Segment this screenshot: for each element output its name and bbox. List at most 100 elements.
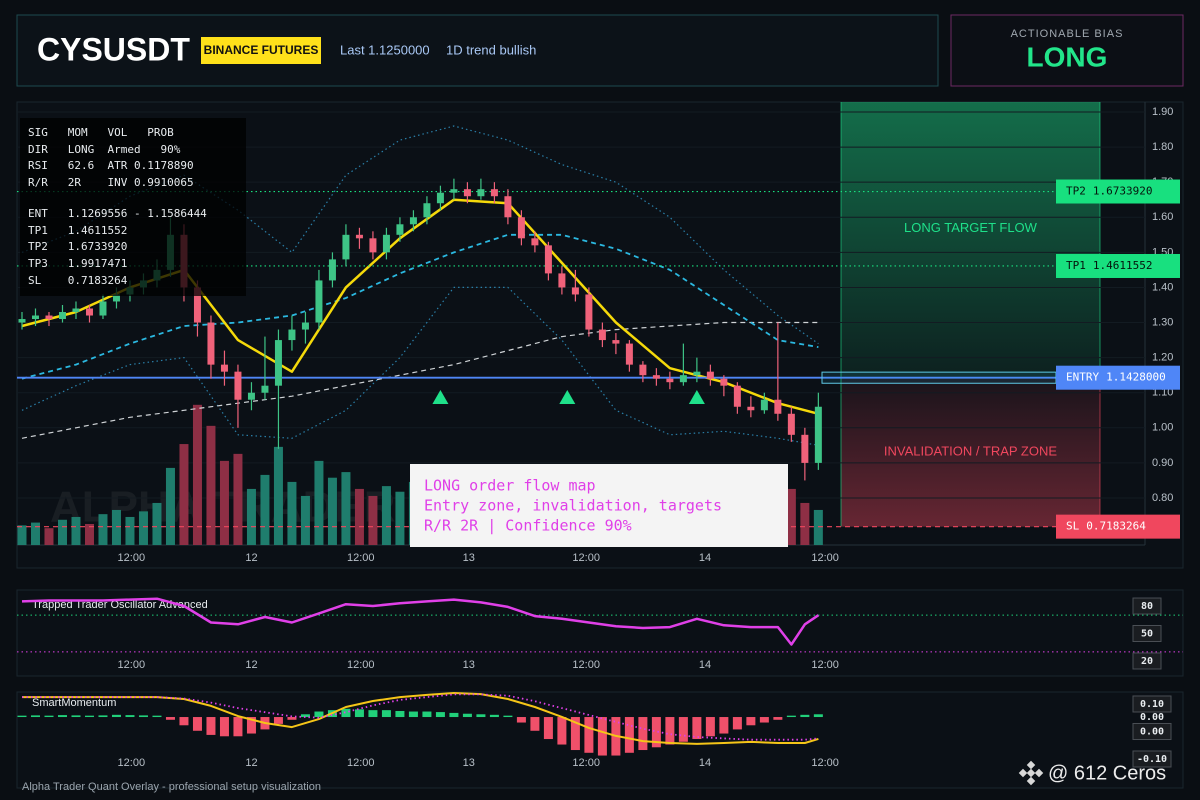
candle-body — [517, 217, 525, 239]
candle-body — [436, 192, 444, 204]
histogram-bar — [503, 715, 513, 718]
entry-zone — [821, 371, 1057, 384]
candle-body — [747, 406, 755, 411]
candle-body — [801, 434, 809, 463]
indicator-title: SmartMomentum — [32, 697, 116, 709]
histogram-bar — [44, 715, 54, 718]
candle-body — [450, 189, 458, 193]
volume-bar — [125, 516, 135, 545]
volume-bar — [341, 472, 351, 545]
bias-panel — [950, 14, 1184, 87]
level-tag-text: ENTRY 1.1428000 — [1066, 371, 1166, 384]
x-tick-label: 13 — [463, 757, 475, 769]
histogram-bar — [435, 712, 445, 718]
overlay-layer: SIG MOM VOL PROB DIR LONG Armed 90% RSI … — [20, 118, 1166, 547]
candle-body — [31, 315, 39, 320]
overlay-line — [21, 125, 819, 345]
histogram-bar — [30, 715, 40, 718]
candle-body — [666, 378, 674, 383]
histogram-bar — [516, 717, 526, 723]
volume-bar — [192, 404, 202, 545]
histogram-bar — [233, 717, 243, 737]
volume-bar — [354, 488, 364, 545]
candle-body — [342, 234, 350, 260]
y-tick-box — [1132, 597, 1162, 615]
volume-bar — [246, 488, 256, 545]
volume-bar — [57, 519, 67, 545]
candle-body — [706, 371, 714, 379]
candle-body — [639, 364, 647, 376]
candle-body — [396, 224, 404, 235]
x-tick-label: 12:00 — [811, 552, 839, 564]
histogram-bar — [111, 714, 121, 718]
histogram-bar — [705, 717, 715, 737]
x-tick-label: 12:00 — [572, 552, 600, 564]
info-panel — [20, 118, 246, 296]
last-price: Last 1.1250000 — [340, 42, 430, 57]
y-tick-label: -0.10 — [1137, 754, 1167, 765]
y-tick-box — [1132, 652, 1162, 670]
histogram-bar — [341, 708, 351, 718]
volume-bar — [44, 528, 54, 545]
volume-bar — [71, 516, 81, 545]
histogram-bar — [125, 715, 135, 718]
candle-body — [261, 385, 269, 393]
level-name: SL — [1066, 520, 1080, 533]
level-value: 0.7183264 — [1086, 520, 1146, 533]
candle-body — [99, 301, 107, 316]
candle-body — [315, 280, 323, 323]
histogram-bar — [530, 717, 540, 731]
volume-bar — [206, 425, 216, 545]
level-tag — [1056, 514, 1180, 539]
histogram-bar — [219, 717, 229, 737]
info-row: R/R 2R INV 0.9910065 — [28, 176, 194, 189]
info-row: TP2 1.6733920 — [28, 240, 127, 253]
histogram-bar — [368, 710, 378, 718]
volume-bar — [111, 509, 121, 545]
annotation-text: LONG order flow map Entry zone, invalida… — [424, 477, 722, 535]
zone-label: LONG TARGET FLOW — [904, 220, 1038, 235]
volume-bar — [327, 477, 337, 545]
candle-body — [193, 287, 201, 323]
candle-body — [355, 234, 363, 239]
x-tick-label: 12:00 — [347, 757, 375, 769]
histogram-bar — [638, 717, 648, 751]
histogram-bar — [732, 717, 742, 730]
candle-body — [234, 371, 242, 400]
histogram-bar — [314, 711, 324, 718]
volume-bar — [381, 486, 391, 545]
x-tick-label: 14 — [699, 659, 711, 671]
x-tick-label: 12 — [245, 659, 257, 671]
histogram-bar — [57, 715, 67, 718]
histogram-bar — [692, 717, 702, 740]
histogram-bar — [489, 714, 499, 718]
candle-body — [652, 375, 660, 379]
candle-body — [423, 203, 431, 218]
histogram-bar — [98, 715, 108, 718]
x-tick-label: 13 — [463, 659, 475, 671]
histogram-bar — [651, 717, 661, 748]
target-zone — [841, 102, 1100, 378]
candle-body — [45, 315, 53, 320]
candle-body — [679, 375, 687, 383]
symbol: CYSUSDT — [37, 31, 190, 67]
candle-body — [760, 399, 768, 411]
level-name: ENTRY — [1066, 371, 1099, 384]
x-tick-label: 13 — [463, 552, 475, 564]
volume-bar — [17, 525, 27, 545]
histogram-bar — [800, 714, 810, 718]
y-tick-box — [1132, 722, 1172, 740]
histogram-bar — [206, 717, 216, 735]
y-tick-label: 0.00 — [1140, 726, 1164, 737]
histogram-bar — [422, 711, 432, 718]
x-tick-label: 12:00 — [572, 757, 600, 769]
candle-body — [207, 322, 215, 365]
x-tick-label: 12:00 — [572, 659, 600, 671]
level-tag — [1056, 365, 1180, 390]
candle-body — [112, 294, 120, 302]
y-tick-label: 1.20 — [1152, 352, 1173, 364]
y-tick-label: 0.90 — [1152, 457, 1173, 469]
volume-bar — [786, 488, 796, 545]
info-row: TP3 1.9917471 — [28, 257, 127, 270]
